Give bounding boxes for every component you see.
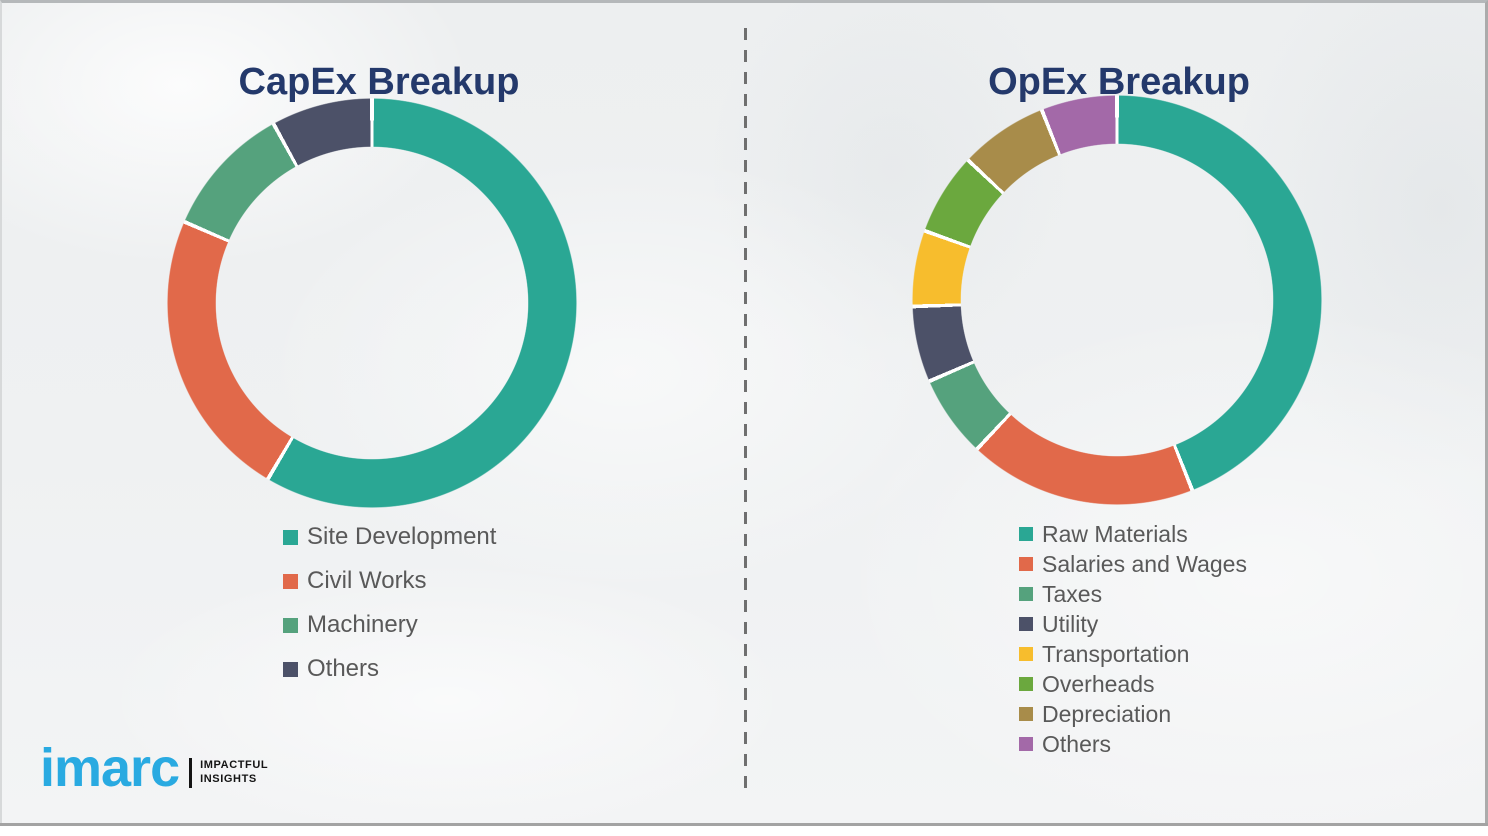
legend-label-machinery: Machinery [307, 611, 418, 638]
legend-label-site-development: Site Development [307, 523, 497, 550]
legend-label-salaries-and-wages: Salaries and Wages [1042, 550, 1247, 577]
logo-divider-bar [189, 758, 193, 788]
slide-bottom-edge [0, 823, 1488, 826]
donut-hole [216, 147, 528, 459]
legend-item-overheads: Overheads [1019, 669, 1247, 699]
tagline-line-1: IMPACTFUL [200, 759, 269, 772]
legend-swatch-site-development [283, 529, 298, 545]
legend-swatch-civil-works [283, 573, 298, 589]
legend-swatch-taxes [1019, 587, 1033, 601]
legend-swatch-machinery [283, 617, 298, 633]
legend-swatch-others [1019, 737, 1033, 751]
legend-swatch-overheads [1019, 677, 1033, 691]
legend-item-salaries-and-wages: Salaries and Wages [1019, 549, 1247, 579]
legend-swatch-utility [1019, 617, 1033, 631]
legend-item-site-development: Site Development [283, 515, 496, 559]
divider-dashed-line [744, 28, 747, 793]
legend-swatch-depreciation [1019, 707, 1033, 721]
imarc-logo-wordmark: imarc [40, 738, 180, 798]
capex-legend: Site Development Civil Works Machinery Othe… [283, 515, 496, 691]
legend-label-transportation: Transportation [1042, 640, 1190, 667]
legend-swatch-others [283, 661, 298, 677]
opex-donut-chart [912, 95, 1322, 505]
legend-item-utility: Utility [1019, 609, 1247, 639]
legend-item-transportation: Transportation [1019, 639, 1247, 669]
legend-item-taxes: Taxes [1019, 579, 1247, 609]
legend-swatch-transportation [1019, 647, 1033, 661]
legend-item-depreciation: Depreciation [1019, 699, 1247, 729]
legend-label-utility: Utility [1042, 610, 1099, 637]
imarc-logo-tagline: IMPACTFUL INSIGHTS [200, 759, 268, 787]
legend-label-civil-works: Civil Works [307, 567, 427, 594]
legend-item-civil-works: Civil Works [283, 559, 496, 603]
tagline-line-2: INSIGHTS [200, 773, 257, 785]
opex-legend: Raw Materials Salaries and Wages Taxes Util… [1019, 519, 1247, 759]
legend-label-taxes: Taxes [1042, 580, 1103, 607]
legend-item-raw-materials: Raw Materials [1019, 519, 1247, 549]
legend-swatch-raw-materials [1019, 527, 1033, 541]
imarc-logo: imarc IMPACTFUL INSIGHTS [40, 741, 268, 795]
capex-chart-title: CapEx Breakup [238, 60, 520, 103]
legend-label-raw-materials: Raw Materials [1042, 520, 1188, 547]
legend-swatch-salaries-and-wages [1019, 557, 1033, 571]
legend-label-overheads: Overheads [1042, 670, 1155, 697]
legend-label-others: Others [1042, 730, 1112, 757]
legend-label-depreciation: Depreciation [1042, 700, 1172, 727]
legend-item-others: Others [283, 647, 496, 691]
legend-item-machinery: Machinery [283, 603, 496, 647]
legend-label-others: Others [307, 655, 380, 682]
legend-item-others: Others [1019, 729, 1247, 759]
capex-donut-chart [167, 98, 577, 508]
donut-hole [961, 144, 1273, 456]
